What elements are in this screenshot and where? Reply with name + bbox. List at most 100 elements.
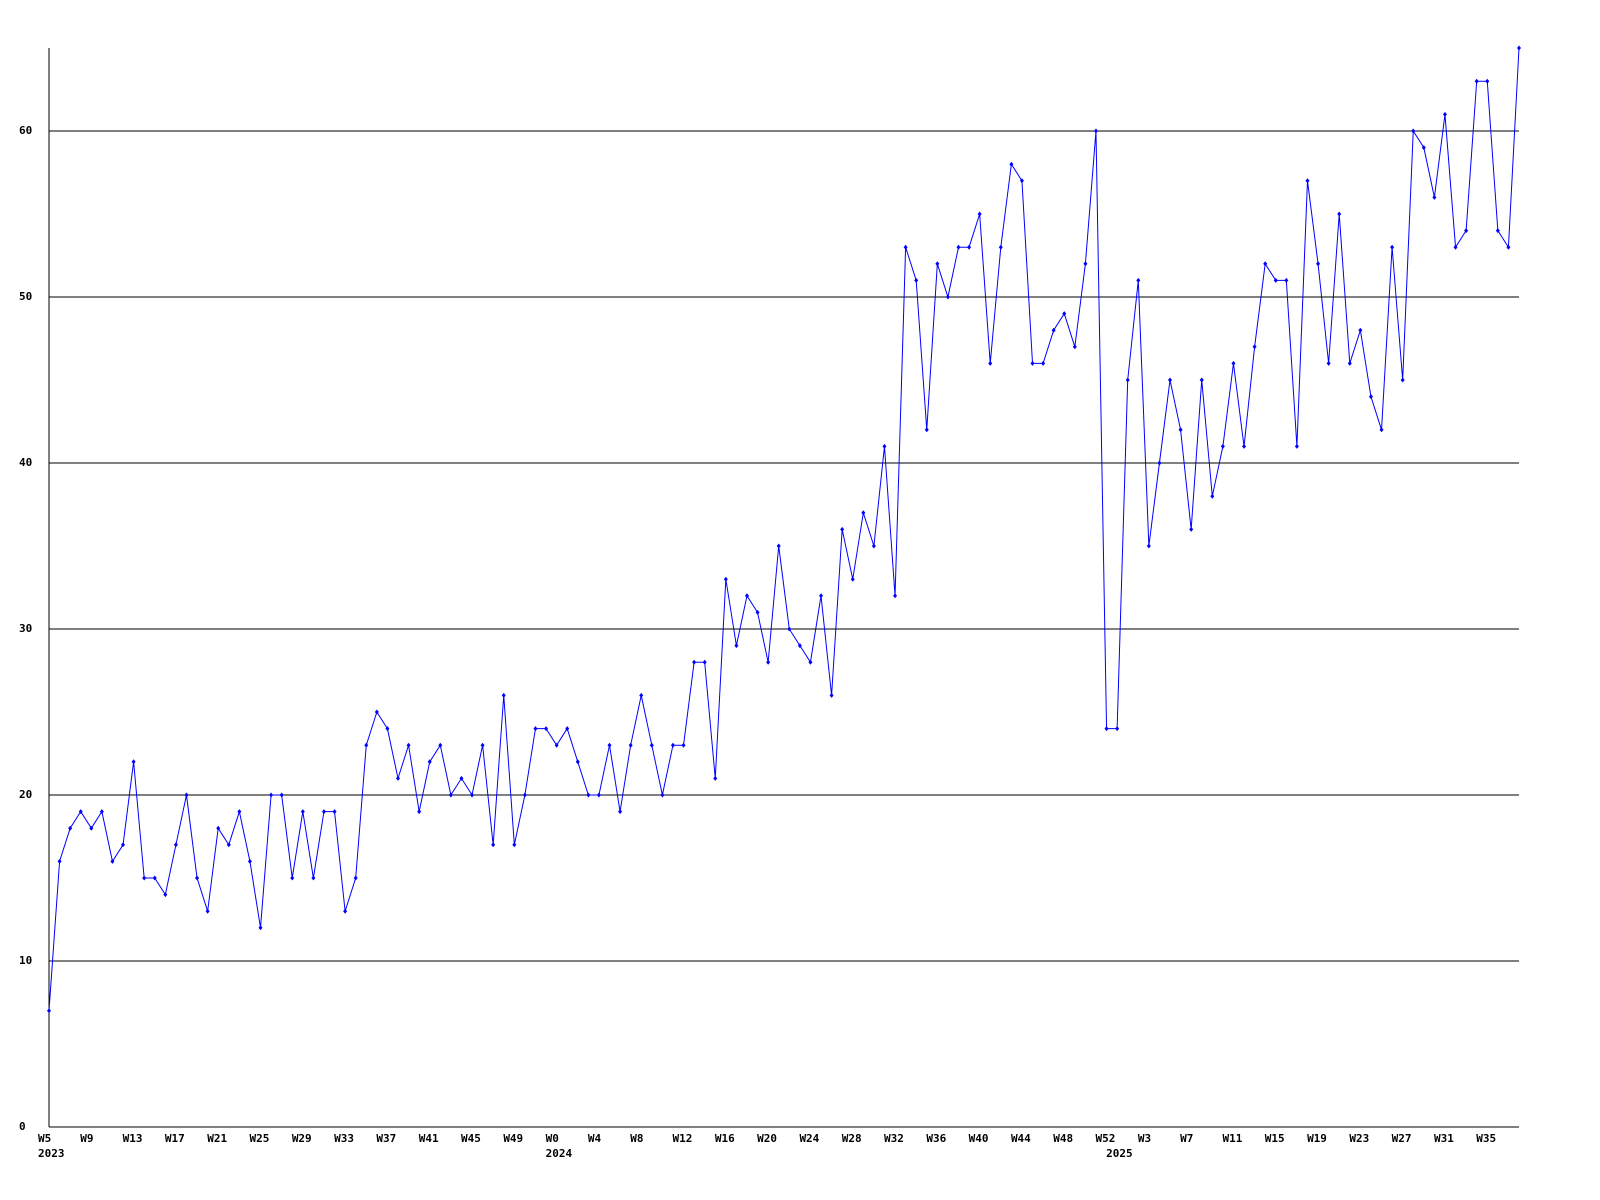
point-marker	[988, 360, 993, 366]
point-marker	[1273, 277, 1278, 283]
point-marker	[448, 792, 453, 798]
x-tick-label: W36	[926, 1132, 946, 1145]
x-tick-label: W49	[503, 1132, 523, 1145]
point-marker	[374, 709, 379, 715]
series-line	[48, 47, 1520, 1011]
point-marker	[459, 775, 464, 781]
point-marker	[300, 809, 305, 815]
y-tick-label: 40	[19, 456, 32, 469]
point-marker	[586, 792, 591, 798]
x-tick-label: W29	[292, 1132, 312, 1145]
point-marker	[797, 643, 802, 649]
point-marker	[861, 510, 866, 516]
x-tick-label: W27	[1392, 1132, 1412, 1145]
point-marker	[554, 742, 559, 748]
point-marker	[871, 543, 876, 549]
point-marker	[99, 809, 104, 815]
point-marker	[734, 643, 739, 649]
point-marker	[427, 759, 432, 765]
x-tick-label: W17	[165, 1132, 185, 1145]
point-marker	[1083, 261, 1088, 267]
y-tick-label: 20	[19, 788, 32, 801]
x-tick-label: W40	[969, 1132, 989, 1145]
y-tick-label: 10	[19, 954, 32, 967]
x-tick-label: W45	[461, 1132, 481, 1145]
point-marker	[544, 726, 549, 732]
x-tick-label: W13	[123, 1132, 143, 1145]
point-marker	[1009, 161, 1014, 167]
point-marker	[639, 692, 644, 698]
point-marker	[321, 809, 326, 815]
point-marker	[1316, 261, 1321, 267]
point-marker	[575, 759, 580, 765]
point-marker	[522, 792, 527, 798]
point-marker	[1168, 377, 1173, 383]
point-marker	[1263, 261, 1268, 267]
x-year-label: 2025	[1106, 1147, 1133, 1160]
point-marker	[1432, 194, 1437, 200]
x-tick-label: W32	[884, 1132, 904, 1145]
point-marker	[1210, 493, 1215, 499]
point-marker	[121, 842, 126, 848]
point-marker	[1400, 377, 1405, 383]
x-tick-label: W48	[1053, 1132, 1073, 1145]
x-tick-label: W20	[757, 1132, 777, 1145]
point-marker	[1442, 111, 1447, 117]
point-marker	[914, 277, 919, 283]
point-marker	[1284, 277, 1289, 283]
point-marker	[1495, 228, 1500, 234]
point-marker	[406, 742, 411, 748]
point-marker	[692, 659, 697, 665]
point-marker	[195, 875, 200, 881]
point-marker	[1220, 443, 1225, 449]
point-marker	[89, 825, 94, 831]
x-tick-label: W3	[1138, 1132, 1151, 1145]
point-marker	[1358, 327, 1363, 333]
point-marker	[258, 925, 263, 931]
point-marker	[438, 742, 443, 748]
point-marker	[787, 626, 792, 632]
point-marker	[163, 892, 168, 898]
x-tick-label: W4	[588, 1132, 602, 1145]
point-marker	[924, 427, 929, 433]
point-marker	[1030, 360, 1035, 366]
point-marker	[1421, 145, 1426, 151]
x-tick-label: W12	[673, 1132, 693, 1145]
x-tick-label: W11	[1222, 1132, 1242, 1145]
x-tick-label: W24	[799, 1132, 819, 1145]
point-marker	[1305, 178, 1310, 184]
point-marker	[649, 742, 654, 748]
point-marker	[353, 875, 358, 881]
x-tick-label: W7	[1180, 1132, 1193, 1145]
point-marker	[226, 842, 231, 848]
point-marker	[1411, 128, 1416, 134]
point-marker	[702, 659, 707, 665]
point-marker	[480, 742, 485, 748]
point-marker	[1231, 360, 1236, 366]
point-marker	[205, 908, 210, 914]
point-marker	[142, 875, 147, 881]
x-tick-label: W52	[1096, 1132, 1116, 1145]
point-marker	[470, 792, 475, 798]
point-marker	[290, 875, 295, 881]
point-marker	[311, 875, 316, 881]
x-tick-label: W28	[842, 1132, 862, 1145]
point-marker	[279, 792, 284, 798]
point-marker	[491, 842, 496, 848]
point-marker	[850, 576, 855, 582]
point-marker	[395, 775, 400, 781]
point-marker	[723, 576, 728, 582]
point-marker	[565, 726, 570, 732]
point-marker	[882, 443, 887, 449]
x-tick-label: W21	[207, 1132, 227, 1145]
point-marker	[1157, 460, 1162, 466]
point-marker	[216, 825, 221, 831]
point-marker	[945, 294, 950, 300]
point-marker	[512, 842, 517, 848]
point-marker	[332, 809, 337, 815]
point-marker	[1252, 344, 1257, 350]
x-tick-label: W8	[630, 1132, 643, 1145]
point-marker	[776, 543, 781, 549]
point-marker	[1368, 394, 1373, 400]
